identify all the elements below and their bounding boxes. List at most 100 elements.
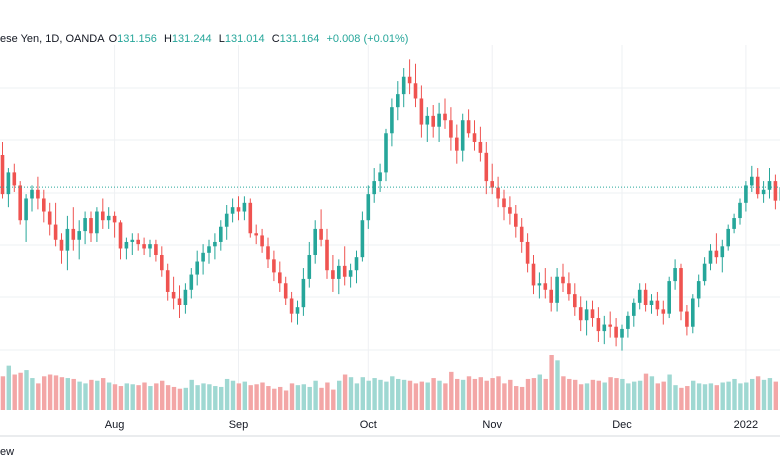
volume-bar — [620, 378, 625, 410]
volume-bar — [673, 385, 678, 410]
volume-bar — [165, 385, 171, 410]
volume-bar — [289, 383, 295, 410]
volume-bar — [596, 380, 601, 410]
candle-body — [643, 289, 648, 305]
candle-body — [443, 113, 447, 121]
volume-bar — [419, 381, 424, 410]
candle-body — [42, 198, 46, 212]
volume-bar — [691, 380, 696, 410]
open-label: O — [108, 33, 118, 45]
volume-bar — [366, 380, 371, 410]
volume-bar — [254, 384, 259, 410]
volume-bar — [230, 380, 236, 410]
candle-body — [696, 281, 701, 299]
candle-body — [761, 189, 766, 195]
candle-body — [384, 133, 388, 173]
candle-body — [136, 239, 140, 245]
volume-bar — [242, 381, 247, 410]
volume-bar — [649, 376, 655, 410]
volume-bar — [626, 383, 631, 410]
volume-bar — [278, 386, 283, 410]
volume-bar — [744, 382, 749, 410]
candle-body — [319, 228, 323, 240]
volume-bar — [502, 383, 507, 410]
candle-body — [537, 283, 542, 286]
candle-body — [36, 189, 40, 199]
candle-body — [407, 76, 412, 84]
volume-bar — [272, 388, 277, 410]
volume-bar — [667, 374, 672, 410]
volume-bar — [531, 378, 537, 410]
volume-bar — [18, 372, 23, 410]
candle-body — [213, 241, 217, 247]
volume-bar — [101, 378, 106, 410]
volume-bar — [83, 383, 88, 410]
x-axis-tick-label: Dec — [612, 419, 632, 431]
candle-body — [750, 176, 754, 186]
volume-bar — [655, 383, 660, 410]
volume-bar — [24, 370, 29, 410]
candle-body — [455, 137, 459, 151]
volume-bar — [207, 384, 212, 410]
volume-bar — [578, 384, 584, 410]
volume-bar — [590, 379, 596, 410]
candle-body — [106, 215, 111, 221]
candle-body — [449, 120, 453, 138]
volume-bar — [236, 383, 242, 410]
volume-bar — [224, 378, 230, 410]
candle-body — [207, 246, 211, 253]
candle-body — [744, 185, 748, 203]
candle-body — [148, 244, 152, 249]
candle-body — [514, 213, 518, 227]
candle-body — [154, 244, 158, 255]
volume-bar — [372, 378, 377, 410]
volume-bar — [124, 383, 129, 410]
candle-body — [714, 250, 719, 258]
candle-body — [525, 241, 530, 264]
volume-bar — [396, 378, 401, 410]
candle-body — [584, 309, 589, 321]
volume-bar — [431, 378, 436, 410]
candle-body — [685, 311, 689, 327]
candle-body — [478, 141, 483, 153]
volume-bar — [30, 378, 35, 410]
volume-bar — [755, 376, 761, 410]
volume-bar — [154, 383, 159, 410]
volume-bar — [632, 381, 637, 410]
candle-body — [160, 255, 164, 271]
candle-body — [89, 218, 93, 234]
volume-bar — [65, 378, 70, 410]
volume-bar — [118, 386, 124, 410]
volume-bar — [608, 377, 613, 410]
x-axis-tick-label: Aug — [105, 419, 125, 431]
volume-bar — [478, 377, 483, 410]
volume-bar — [496, 376, 501, 410]
candle-body — [101, 211, 105, 221]
volume-bar — [47, 374, 53, 410]
candle-body — [260, 235, 264, 247]
volume-bar — [738, 383, 743, 410]
candle-body — [219, 226, 223, 242]
volume-bar — [266, 386, 271, 410]
footer-link[interactable]: ew — [0, 446, 15, 458]
candle-body — [77, 231, 81, 240]
volume-bar — [614, 378, 619, 410]
volume-bar — [720, 382, 725, 410]
volume-bar — [413, 383, 419, 410]
candle-body — [236, 207, 241, 212]
volume-bar — [130, 384, 135, 410]
volume-bar — [325, 382, 330, 410]
x-axis-tick-label: 2022 — [734, 419, 758, 431]
volume-bar — [189, 379, 194, 410]
volume-bar — [77, 381, 82, 410]
volume-bar — [348, 377, 354, 410]
volume-bar — [142, 382, 147, 410]
volume-bar — [519, 386, 525, 410]
symbol-title: ese Yen, 1D, OANDA — [0, 33, 105, 45]
volume-bar — [537, 374, 542, 410]
volume-bar — [183, 387, 188, 410]
volume-bar — [726, 381, 731, 410]
candle-body — [767, 181, 772, 190]
candle-body — [702, 263, 707, 282]
